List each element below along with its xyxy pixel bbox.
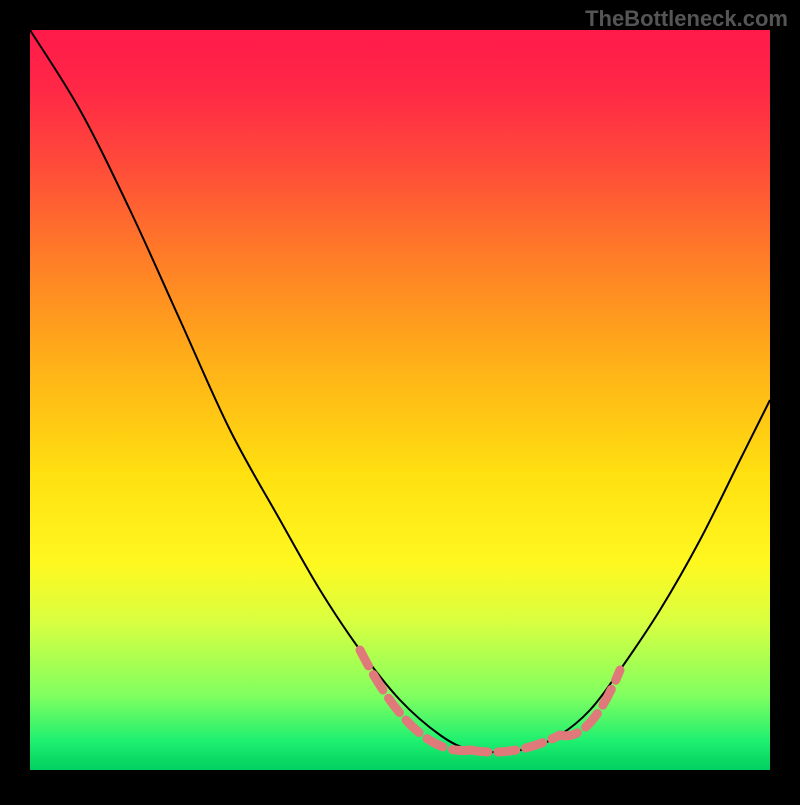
chart-container: TheBottleneck.com [0,0,800,800]
watermark-text: TheBottleneck.com [585,6,788,32]
plot-area [30,30,770,770]
chart-svg [0,0,800,800]
